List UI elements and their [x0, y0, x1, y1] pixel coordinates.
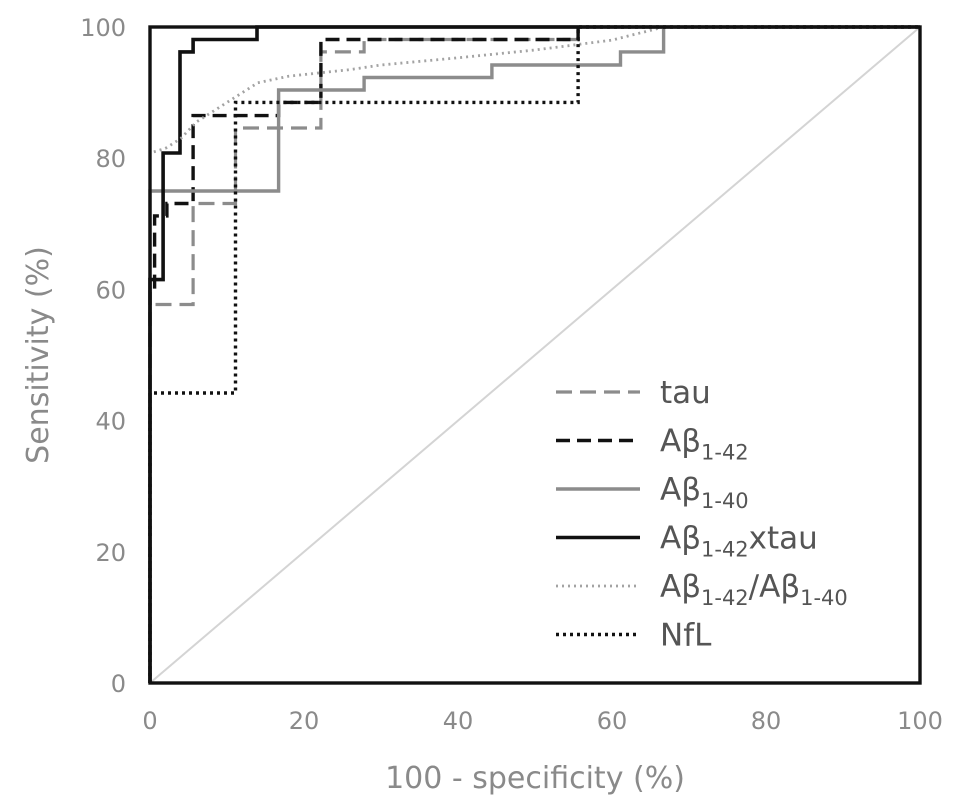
y-tick-label: 0 [111, 670, 126, 698]
y-tick-label: 80 [95, 145, 126, 173]
legend-label: Aβ1-42xtau [660, 521, 818, 562]
plot-frame [148, 25, 922, 685]
y-axis-ticks: 0 20 40 60 80 100 [80, 14, 126, 698]
x-tick-label: 100 [897, 707, 943, 735]
legend-label-part: NfL [660, 618, 712, 654]
series-line-1 [148, 27, 580, 683]
legend-label-subscript: 1-42 [701, 538, 749, 562]
legend-label-part: Aβ [660, 472, 701, 508]
series-line-3 [148, 25, 920, 683]
y-tick-label: 60 [95, 276, 126, 304]
plot-content [148, 25, 921, 684]
legend-label-subscript: 1-42 [701, 586, 749, 610]
x-tick-label: 0 [142, 707, 157, 735]
series-line-0 [148, 27, 580, 683]
legend-label-subscript: 1-40 [701, 489, 749, 513]
legend-label-part: /Aβ [749, 569, 800, 605]
legend-label-part: tau [660, 375, 711, 411]
x-tick-label: 80 [751, 707, 782, 735]
legend-label-part: Aβ [660, 569, 701, 605]
x-axis-ticks: 0 20 40 60 80 100 [142, 707, 943, 735]
y-axis-title: Sensitivity (%) [21, 246, 56, 464]
legend-label-part: Aβ [660, 424, 701, 460]
legend-label-subscript: 1-42 [701, 441, 749, 465]
legend-label-subscript: 1-40 [800, 586, 848, 610]
legend-label: tau [660, 375, 711, 411]
series-line-4 [148, 25, 664, 683]
x-axis-title: 100 - specificity (%) [385, 761, 685, 796]
y-tick-label: 20 [95, 539, 126, 567]
x-tick-label: 20 [289, 707, 320, 735]
legend: tauAβ1-42Aβ1-40Aβ1-42xtauAβ1-42/Aβ1-40Nf… [556, 375, 848, 654]
legend-label: NfL [660, 618, 712, 654]
y-tick-label: 100 [80, 14, 126, 42]
series-line-2 [148, 27, 666, 683]
legend-label: Aβ1-42 [660, 424, 749, 465]
reference-diagonal-line [149, 26, 921, 684]
x-tick-label: 40 [443, 707, 474, 735]
legend-label-part: Aβ [660, 521, 701, 557]
x-tick-label: 60 [597, 707, 628, 735]
legend-label: Aβ1-40 [660, 472, 749, 513]
legend-label: Aβ1-42/Aβ1-40 [660, 569, 848, 610]
y-tick-label: 40 [95, 408, 126, 436]
legend-label-part: xtau [749, 521, 818, 557]
